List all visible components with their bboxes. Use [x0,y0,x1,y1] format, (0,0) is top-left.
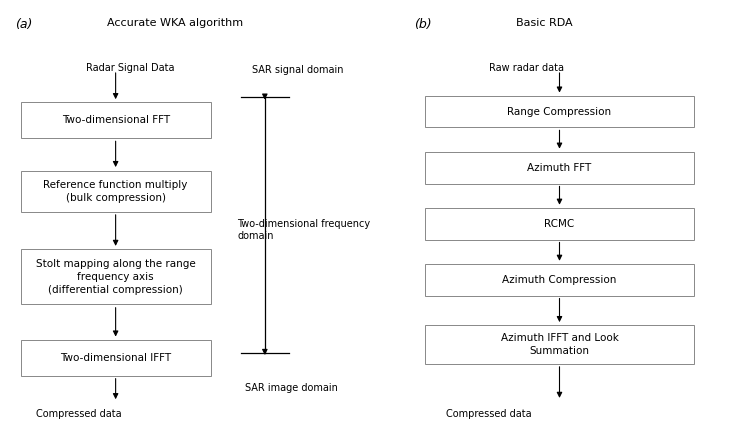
Text: Radar Signal Data: Radar Signal Data [86,63,175,73]
FancyBboxPatch shape [20,250,210,304]
Text: Azimuth Compression: Azimuth Compression [502,275,617,285]
Text: Two-dimensional IFFT: Two-dimensional IFFT [60,353,171,363]
FancyBboxPatch shape [425,152,694,184]
Text: Compressed data: Compressed data [36,409,121,419]
Text: Range Compression: Range Compression [507,107,612,117]
Text: SAR image domain: SAR image domain [245,383,337,392]
Text: Azimuth IFFT and Look
Summation: Azimuth IFFT and Look Summation [501,333,618,356]
Text: Azimuth FFT: Azimuth FFT [527,163,592,173]
FancyBboxPatch shape [425,208,694,240]
Text: Compressed data: Compressed data [446,409,531,419]
Text: (b): (b) [414,18,432,31]
Text: RCMC: RCMC [545,219,574,229]
FancyBboxPatch shape [20,340,210,376]
Text: Two-dimensional FFT: Two-dimensional FFT [62,116,169,125]
Text: Raw radar data: Raw radar data [489,63,564,73]
Text: Basic RDA: Basic RDA [516,18,573,28]
FancyBboxPatch shape [20,102,210,138]
Text: Accurate WKA algorithm: Accurate WKA algorithm [107,18,243,28]
Text: Stolt mapping along the range
frequency axis
(differential compression): Stolt mapping along the range frequency … [36,259,195,295]
Text: Two-dimensional frequency
domain: Two-dimensional frequency domain [237,219,370,241]
Text: SAR signal domain: SAR signal domain [252,65,344,75]
Text: Reference function multiply
(bulk compression): Reference function multiply (bulk compre… [43,180,188,203]
FancyBboxPatch shape [425,325,694,364]
FancyBboxPatch shape [425,264,694,296]
Text: (a): (a) [15,18,32,31]
FancyBboxPatch shape [425,96,694,127]
FancyBboxPatch shape [20,171,210,212]
